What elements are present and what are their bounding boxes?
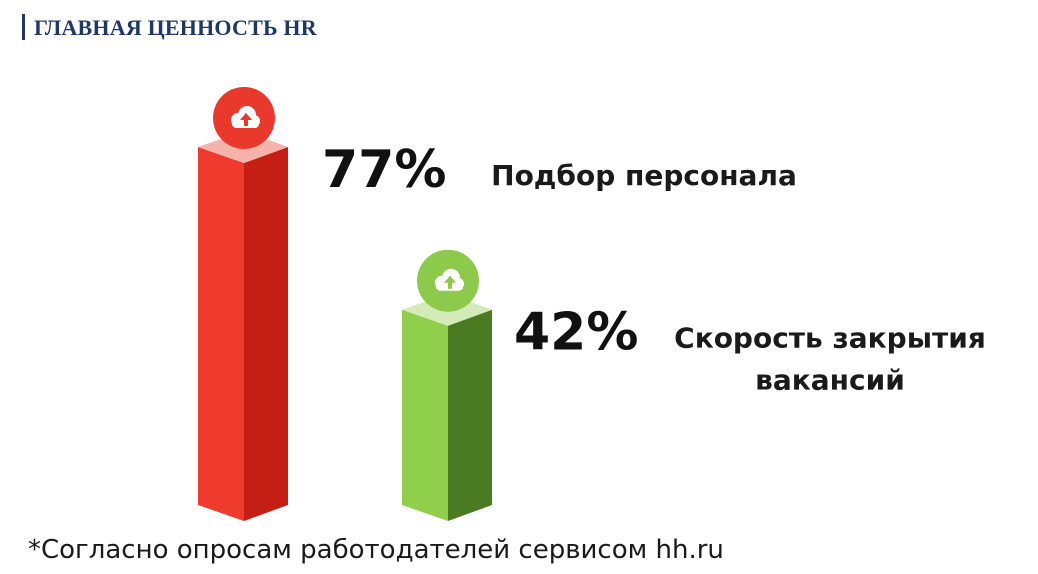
bar-side-face [244, 146, 288, 521]
title-accent-bar [22, 14, 25, 40]
page-title: ГЛАВНАЯ ЦЕННОСТЬ HR [34, 15, 317, 40]
cloud-upload-icon [435, 268, 464, 291]
arrow-up-icon [240, 112, 252, 126]
bar-1 [198, 86, 288, 521]
bar-front-face [198, 146, 244, 521]
category-label-line: Скорость закрытия [674, 322, 986, 355]
bar-front-face [402, 309, 448, 521]
bar-badge [417, 249, 479, 312]
value-label: 77% [322, 140, 446, 200]
footnote: *Согласно опросам работодателей сервисом… [28, 535, 724, 565]
bar-badge [213, 86, 275, 149]
value-label: 42% [514, 303, 638, 363]
bar-2 [402, 249, 492, 521]
category-label-line: Подбор персонала [491, 159, 797, 192]
category-label-line: вакансий [755, 364, 905, 397]
category-label: Скорость закрытия вакансий [674, 322, 986, 397]
category-label: Подбор персонала [491, 159, 797, 192]
cloud-upload-icon [231, 105, 260, 128]
arrow-up-icon [444, 275, 456, 289]
bar-side-face [448, 309, 492, 521]
